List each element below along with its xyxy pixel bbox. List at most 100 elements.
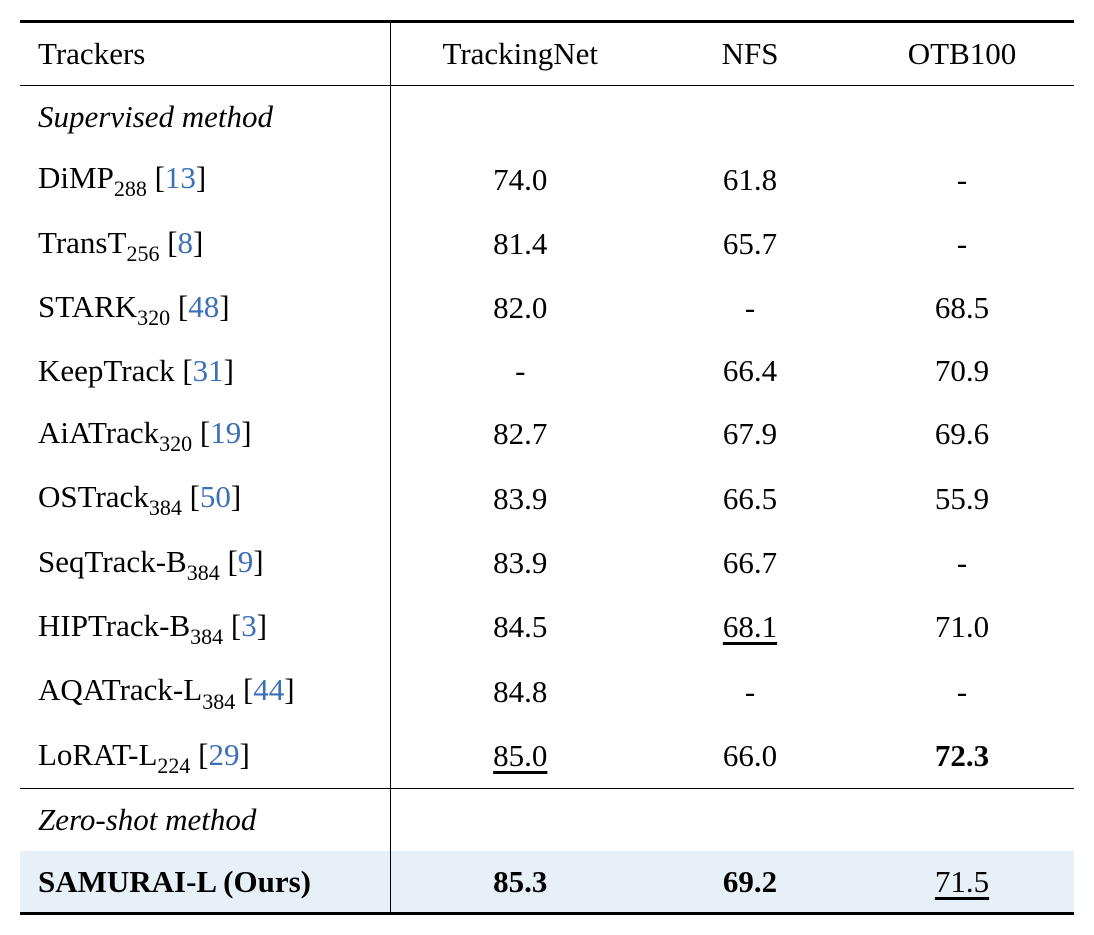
section-header-row: Zero-shot method — [20, 789, 1074, 851]
metric-value: 82.0 — [493, 290, 547, 325]
citation-link[interactable]: 13 — [165, 160, 196, 195]
col-header-otb: OTB100 — [850, 22, 1074, 86]
citation-link[interactable]: 48 — [188, 289, 219, 324]
metric-cell: 69.2 — [650, 851, 850, 914]
metric-value: - — [957, 545, 967, 580]
metric-cell: - — [650, 276, 850, 340]
metric-cell: 83.9 — [390, 466, 650, 530]
tracker-name-cell: OSTrack384 [50] — [20, 466, 390, 530]
metric-value: 83.9 — [493, 545, 547, 580]
metric-value: - — [957, 674, 967, 709]
metric-value: 85.3 — [493, 864, 547, 899]
citation-link[interactable]: 31 — [193, 353, 224, 388]
table-row: LoRAT-L224 [29]85.066.072.3 — [20, 724, 1074, 789]
metric-cell: 66.5 — [650, 466, 850, 530]
metric-cell: 70.9 — [850, 340, 1074, 402]
metric-value: 66.7 — [723, 545, 777, 580]
col-header-nfs: NFS — [650, 22, 850, 86]
metric-cell: 84.5 — [390, 595, 650, 659]
metric-value: 66.4 — [723, 353, 777, 388]
tracker-name-cell: DiMP288 [13] — [20, 147, 390, 211]
results-table: Trackers TrackingNet NFS OTB100 Supervis… — [20, 20, 1074, 915]
table-row: DiMP288 [13]74.061.8- — [20, 147, 1074, 211]
metric-value: 55.9 — [935, 481, 989, 516]
tracker-subscript: 384 — [187, 560, 220, 585]
table-row: STARK320 [48] 82.0 - 68.5 — [20, 276, 1074, 340]
metric-cell: 67.9 — [650, 402, 850, 466]
metric-value: - — [957, 162, 967, 197]
tracker-subscript: 384 — [149, 495, 182, 520]
metric-value: 71.5 — [935, 864, 989, 899]
tracker-name: HIPTrack-B — [38, 608, 190, 643]
metric-cell: 55.9 — [850, 466, 1074, 530]
metric-cell: - — [850, 212, 1074, 276]
metric-value: 69.6 — [935, 416, 989, 451]
empty-cell — [650, 85, 850, 147]
metric-cell: 66.0 — [650, 724, 850, 789]
metric-value: 83.9 — [493, 481, 547, 516]
metric-cell: 68.1 — [650, 595, 850, 659]
citation-link[interactable]: 3 — [241, 608, 257, 643]
empty-cell — [390, 85, 650, 147]
empty-cell — [650, 789, 850, 851]
tracker-name: LoRAT-L — [38, 737, 157, 772]
tracker-name-cell: HIPTrack-B384 [3] — [20, 595, 390, 659]
metric-value: 70.9 — [935, 353, 989, 388]
citation-link[interactable]: 44 — [253, 672, 284, 707]
metric-cell: 65.7 — [650, 212, 850, 276]
metric-value: 69.2 — [723, 864, 777, 899]
metric-cell: 69.6 — [850, 402, 1074, 466]
tracker-name-cell: AiATrack320 [19] — [20, 402, 390, 466]
metric-value: 67.9 — [723, 416, 777, 451]
tracker-subscript: 320 — [159, 431, 192, 456]
table-header-row: Trackers TrackingNet NFS OTB100 — [20, 22, 1074, 86]
tracker-name: KeepTrack — [38, 353, 175, 388]
metric-value: 65.7 — [723, 226, 777, 261]
table-row: AQATrack-L384 [44]84.8-- — [20, 659, 1074, 723]
table-row: KeepTrack [31]-66.470.9 — [20, 340, 1074, 402]
col-header-trackers: Trackers — [20, 22, 390, 86]
tracker-subscript: 224 — [157, 753, 190, 778]
metric-cell: - — [850, 659, 1074, 723]
tracker-name-cell: SeqTrack-B384 [9] — [20, 531, 390, 595]
citation-link[interactable]: 50 — [200, 479, 231, 514]
tracker-name: TransT — [38, 225, 126, 260]
metric-value: 68.5 — [935, 290, 989, 325]
tracker-name: AiATrack — [38, 415, 159, 450]
metric-cell: 71.0 — [850, 595, 1074, 659]
table-row: AiATrack320 [19]82.767.969.6 — [20, 402, 1074, 466]
results-table-wrapper: Trackers TrackingNet NFS OTB100 Supervis… — [20, 20, 1074, 915]
citation-link[interactable]: 8 — [178, 225, 194, 260]
tracker-subscript: 288 — [114, 176, 147, 201]
table-row: OSTrack384 [50] 83.9 66.5 55.9 — [20, 466, 1074, 530]
metric-value: 66.5 — [723, 481, 777, 516]
metric-value: 84.5 — [493, 609, 547, 644]
empty-cell — [390, 789, 650, 851]
metric-value: 71.0 — [935, 609, 989, 644]
tracker-name: DiMP — [38, 160, 114, 195]
metric-value: - — [745, 674, 755, 709]
tracker-name: SAMURAI-L (Ours) — [38, 864, 311, 899]
metric-cell: 83.9 — [390, 531, 650, 595]
metric-value: - — [515, 353, 525, 388]
table-row: HIPTrack-B384 [3]84.568.171.0 — [20, 595, 1074, 659]
tracker-name: AQATrack-L — [38, 672, 202, 707]
citation-link[interactable]: 29 — [209, 737, 240, 772]
metric-cell: 82.0 — [390, 276, 650, 340]
metric-cell: - — [650, 659, 850, 723]
metric-cell: - — [850, 531, 1074, 595]
tracker-name: OSTrack — [38, 479, 149, 514]
col-header-trackingnet: TrackingNet — [390, 22, 650, 86]
citation-link[interactable]: 19 — [210, 415, 241, 450]
table-row: TransT256 [8]81.465.7- — [20, 212, 1074, 276]
section-header-label: Supervised method — [20, 85, 390, 147]
tracker-subscript: 384 — [202, 689, 235, 714]
metric-cell: 85.0 — [390, 724, 650, 789]
metric-cell: 72.3 — [850, 724, 1074, 789]
tracker-name-cell: AQATrack-L384 [44] — [20, 659, 390, 723]
metric-value: 85.0 — [493, 738, 547, 773]
tracker-name-cell: STARK320 [48] — [20, 276, 390, 340]
citation-link[interactable]: 9 — [238, 544, 254, 579]
tracker-subscript: 320 — [137, 305, 170, 330]
metric-cell: 61.8 — [650, 147, 850, 211]
